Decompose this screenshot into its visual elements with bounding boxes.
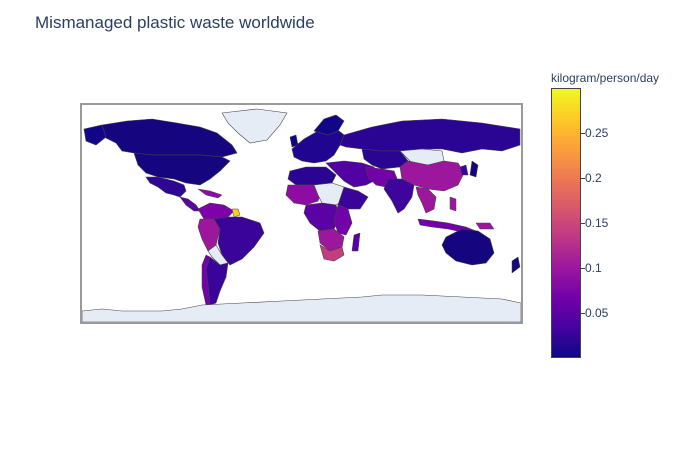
- region-central-america[interactable]: [179, 196, 201, 212]
- region-alaska[interactable]: [83, 124, 107, 146]
- map-svg: [82, 108, 521, 322]
- colorbar-gradient: [551, 88, 581, 358]
- colorbar-tickmark: [581, 268, 585, 269]
- region-canada[interactable]: [101, 118, 238, 158]
- colorbar-tick-label: 0.1: [585, 261, 602, 275]
- region-russia[interactable]: [339, 118, 521, 154]
- region-southeast-asia[interactable]: [415, 186, 437, 214]
- region-antarctica[interactable]: [82, 294, 521, 322]
- region-new-zealand[interactable]: [511, 256, 521, 274]
- colorbar-tick-label: 0.15: [585, 216, 609, 230]
- colorbar-tick-label: 0.2: [585, 171, 602, 185]
- region-philippines[interactable]: [449, 196, 457, 212]
- region-korea[interactable]: [459, 164, 469, 176]
- region-north-africa[interactable]: [287, 166, 337, 186]
- chart-title: Mismanaged plastic waste worldwide: [35, 13, 315, 32]
- colorbar-tick-label: 0.25: [585, 126, 609, 140]
- colorbar-tickmark: [581, 133, 585, 134]
- region-west-africa[interactable]: [285, 184, 323, 206]
- colorbar-tick-label: 0.05: [585, 306, 609, 320]
- region-scandinavia[interactable]: [313, 114, 345, 136]
- region-east-africa[interactable]: [333, 204, 353, 236]
- colorbar-title: kilogram/person/day: [551, 71, 660, 85]
- region-greenland[interactable]: [221, 108, 288, 144]
- region-japan[interactable]: [469, 160, 479, 178]
- colorbar-tickmark: [581, 178, 585, 179]
- region-guyana[interactable]: [231, 208, 241, 218]
- region-central-africa[interactable]: [303, 202, 341, 232]
- region-brazil[interactable]: [213, 216, 265, 266]
- region-colombia-venezuela[interactable]: [197, 202, 235, 220]
- region-europe[interactable]: [291, 126, 345, 164]
- region-middle-east[interactable]: [325, 160, 379, 188]
- region-papua[interactable]: [475, 222, 495, 230]
- region-india[interactable]: [383, 178, 415, 214]
- region-uk[interactable]: [289, 134, 299, 148]
- region-south-africa[interactable]: [319, 244, 345, 262]
- region-madagascar[interactable]: [351, 232, 361, 252]
- region-caribbean[interactable]: [197, 188, 223, 199]
- region-australia[interactable]: [441, 228, 495, 266]
- world-map[interactable]: [80, 103, 523, 324]
- colorbar-tickmark: [581, 313, 585, 314]
- colorbar-tickmark: [581, 223, 585, 224]
